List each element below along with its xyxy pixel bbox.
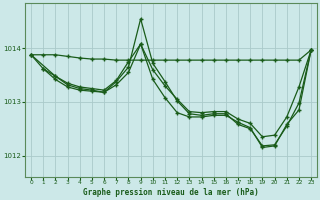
X-axis label: Graphe pression niveau de la mer (hPa): Graphe pression niveau de la mer (hPa) [83,188,259,197]
